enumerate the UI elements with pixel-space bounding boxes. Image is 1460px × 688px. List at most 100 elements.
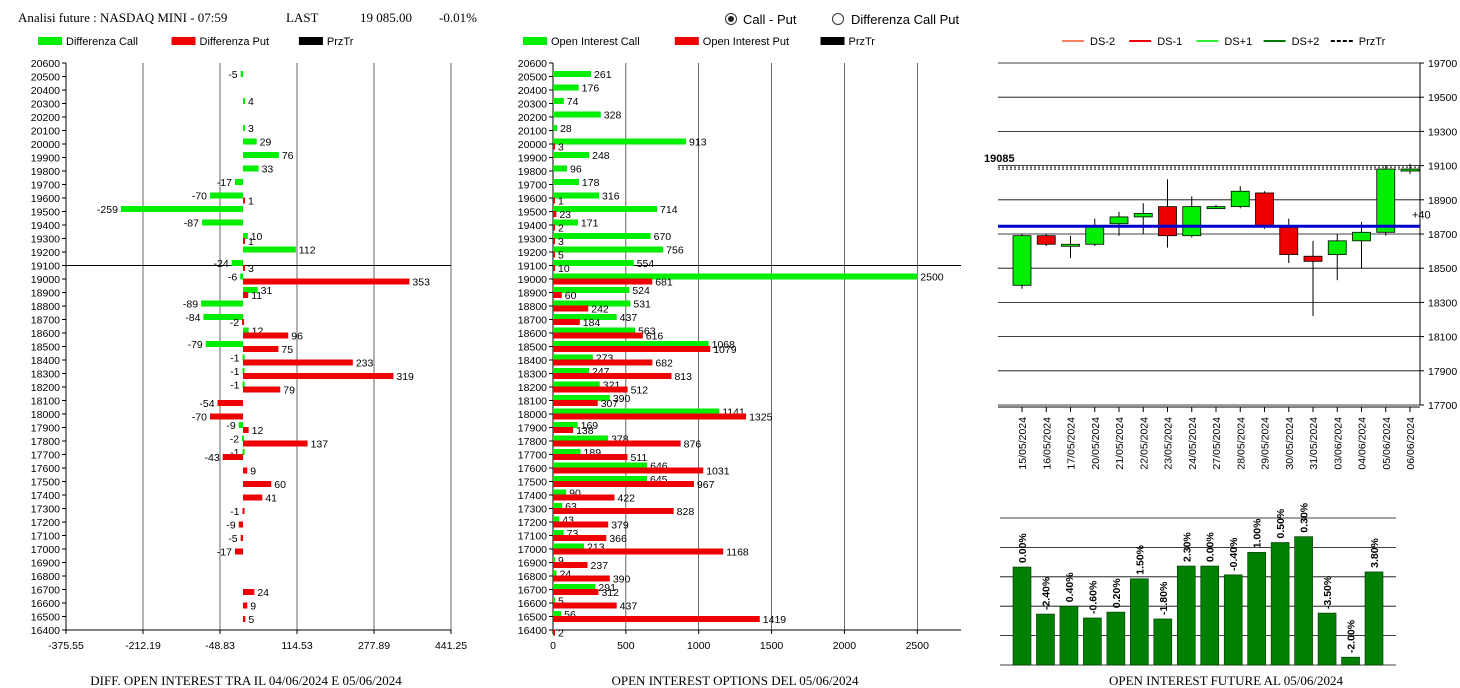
radio-diff-call-put[interactable] — [832, 13, 844, 25]
oi-call-bar — [553, 192, 600, 199]
candle-blue-level-label: +40 — [1412, 209, 1431, 221]
oi-call-bar — [553, 273, 918, 280]
oi-y-tick-label: 16900 — [518, 557, 547, 569]
oi-put-data-label: 512 — [631, 384, 649, 396]
diff-call-data-label: 12 — [252, 325, 264, 337]
oi-call-data-label: 178 — [582, 177, 600, 189]
diff-put-data-label: 319 — [396, 371, 414, 383]
oi-put-bar — [553, 454, 628, 460]
fut-bar — [1294, 536, 1313, 666]
diff-y-tick-label: 18100 — [31, 395, 60, 407]
diff-legend-swatch-0 — [38, 37, 62, 45]
oi-call-data-label: 74 — [567, 96, 579, 108]
oi-y-tick-label: 17000 — [518, 544, 547, 556]
candle-date-label: 15/05/2024 — [1017, 417, 1029, 470]
oi-put-bar — [553, 616, 760, 622]
diff-put-bar — [243, 346, 279, 352]
diff-y-tick-label: 20200 — [31, 112, 60, 124]
candle-y-tick-label: 18300 — [1428, 297, 1457, 309]
diff-y-tick-label: 19100 — [31, 260, 60, 272]
oi-call-data-label: 913 — [689, 136, 707, 148]
oi-title: OPEN INTEREST OPTIONS DEL 05/06/2024 — [612, 673, 860, 688]
diff-put-bar — [243, 265, 246, 271]
candle-y-tick-label: 19700 — [1428, 58, 1457, 70]
diff-call-data-label: -79 — [188, 339, 203, 351]
fut-bar-label: -0.40% — [1228, 537, 1240, 571]
oi-call-data-label: 390 — [613, 393, 631, 405]
diff-call-bar — [243, 152, 279, 158]
candle-legend-label-4: PrzTr — [1359, 36, 1386, 48]
oi-call-bar — [553, 287, 630, 293]
candle-last-label: 19085 — [984, 153, 1015, 165]
diff-put-bar — [243, 494, 263, 501]
oi-y-tick-label: 16800 — [518, 571, 547, 583]
diff-put-data-label: 5 — [248, 614, 254, 626]
oi-put-data-label: 813 — [674, 371, 692, 383]
diff-y-tick-label: 19900 — [31, 152, 60, 164]
oi-y-tick-label: 18500 — [518, 341, 547, 353]
fut-bar-label: 0.40% — [1064, 572, 1076, 602]
oi-call-data-label: 24 — [559, 568, 571, 580]
oi-y-tick-label: 17900 — [518, 422, 547, 434]
oi-call-data-label: 63 — [565, 501, 577, 513]
diff-y-tick-label: 16900 — [31, 557, 60, 569]
candle-body — [1036, 235, 1056, 245]
diff-put-bar — [243, 238, 246, 244]
oi-y-tick-label: 19900 — [518, 152, 547, 164]
diff-call-data-label: -89 — [183, 298, 198, 310]
oi-put-bar — [553, 373, 672, 379]
oi-call-bar — [553, 84, 579, 91]
header-title: Analisi future : NASDAQ MINI - 07:59 — [18, 10, 227, 25]
oi-call-data-label: 554 — [637, 258, 655, 270]
diff-y-tick-label: 17100 — [31, 530, 60, 542]
candle-body — [1061, 243, 1080, 247]
diff-call-bar — [243, 246, 296, 253]
oi-y-tick-label: 20000 — [518, 139, 547, 151]
oi-y-tick-label: 18800 — [518, 301, 547, 313]
fut-bar — [1223, 574, 1243, 666]
diff-put-bar — [243, 292, 249, 298]
diff-put-data-label: 9 — [250, 465, 256, 477]
diff-put-data-label: 60 — [274, 479, 286, 491]
candle-body — [1012, 235, 1032, 286]
candle-date-label: 21/05/2024 — [1114, 417, 1126, 470]
diff-put-data-label: 11 — [251, 290, 262, 302]
diff-call-bar — [243, 233, 248, 239]
diff-call-data-label: -84 — [185, 312, 200, 324]
diff-call-bar — [240, 273, 244, 280]
oi-put-bar — [553, 562, 588, 568]
fut-bar — [1083, 617, 1102, 666]
last-value: 19 085.00 — [360, 10, 412, 25]
fut-bar-label: 0.00% — [1017, 533, 1029, 563]
oi-put-bar — [553, 535, 607, 541]
diff-put-data-label: 137 — [311, 438, 329, 450]
diff-call-data-label: -259 — [97, 204, 118, 216]
fut-bar-label: 0.00% — [1205, 532, 1217, 562]
diff-put-bar — [235, 548, 244, 555]
diff-call-bar — [243, 138, 257, 145]
candle-y-tick-label: 18700 — [1428, 229, 1457, 241]
candle-date-label: 24/05/2024 — [1187, 417, 1199, 470]
oi-y-tick-label: 17300 — [518, 503, 547, 515]
oi-put-bar — [553, 346, 711, 352]
oi-x-tick-label: 500 — [617, 640, 635, 652]
diff-call-data-label: -1 — [230, 366, 239, 378]
oi-put-bar — [553, 211, 557, 217]
oi-put-data-label: 307 — [601, 398, 619, 410]
diff-put-data-label: -5 — [228, 533, 237, 545]
candle-y-tick-label: 19500 — [1428, 92, 1457, 104]
oi-call-data-label: 670 — [654, 231, 672, 243]
oi-put-data-label: 422 — [617, 492, 635, 504]
oi-call-data-label: 291 — [598, 582, 616, 594]
diff-y-tick-label: 17900 — [31, 422, 60, 434]
oi-call-data-label: 1068 — [712, 339, 736, 351]
diff-y-tick-label: 17400 — [31, 490, 60, 502]
diff-call-data-label: -1 — [230, 352, 239, 364]
oi-y-tick-label: 19100 — [518, 260, 547, 272]
candle-body — [1352, 231, 1371, 242]
oi-call-data-label: 9 — [558, 555, 564, 567]
oi-put-data-label: 184 — [583, 317, 601, 329]
oi-call-bar — [553, 111, 601, 118]
diff-put-bar — [243, 373, 394, 379]
oi-y-tick-label: 17600 — [518, 463, 547, 475]
